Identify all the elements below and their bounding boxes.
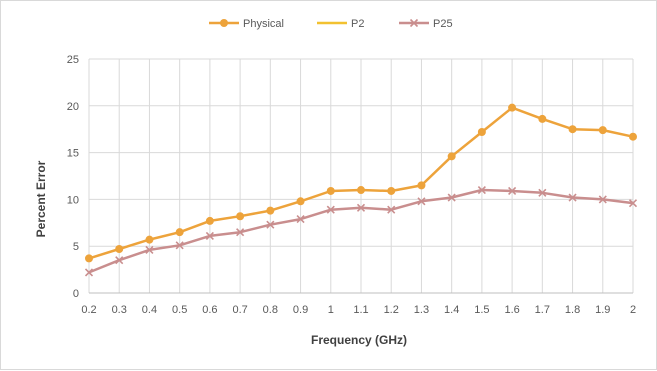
data-point-physical [266,206,275,215]
data-point-physical [477,128,486,137]
x-tick-label: 1.2 [384,304,399,316]
legend-label-physical: Physical [243,18,284,30]
data-point-p25 [477,185,486,195]
data-point-physical [205,216,214,225]
data-point-p25 [236,228,245,237]
x-tick-label: 1.3 [414,304,429,316]
data-point-p25 [296,214,305,224]
y-tick-label: 10 [67,194,79,206]
y-tick-label: 0 [73,288,79,300]
legend-marker-physical [220,19,228,27]
x-tick-label: 0.7 [232,304,247,316]
data-point-p25 [356,203,366,212]
data-point-p25 [115,256,124,265]
y-tick-label: 5 [73,241,79,253]
y-tick-label: 15 [67,148,79,160]
x-tick-label: 1.7 [535,304,550,316]
data-point-p25 [175,241,184,250]
grid [88,58,634,293]
data-point-physical [85,254,93,263]
x-tick-label: 1.6 [504,304,519,316]
data-point-physical [175,228,184,237]
x-tick-label: 1.1 [353,304,368,316]
legend: Physical P2 P25 [209,18,453,30]
data-point-p25 [84,268,94,277]
x-tick-label: 0.8 [263,304,278,316]
legend-item-p2: P2 [317,18,364,30]
x-tick-label: 0.9 [293,304,308,316]
data-point-physical [115,245,124,254]
x-tick-label: 1 [328,304,334,316]
data-point-physical [598,126,607,135]
y-axis-title: Percent Error [34,160,48,237]
axes: 0 5 10 15 20 25 0.2 0.3 0.4 0.5 0.6 0.7 0.8 0.9 1 1.1 1.… [67,54,636,316]
x-tick-label: 0.4 [142,304,157,316]
data-point-physical [145,235,154,244]
data-point-physical [447,152,456,161]
x-axis-title: Frequency (GHz) [311,333,407,347]
x-tick-label: 0.6 [202,304,217,316]
data-point-p25 [417,197,426,206]
data-point-physical [568,125,577,134]
data-point-physical [417,181,426,190]
x-tick-label: 1.9 [595,304,610,316]
legend-item-physical: Physical [209,18,284,30]
x-tick-label: 1.5 [474,304,489,316]
data-point-p25 [205,231,214,240]
series-layer [84,103,638,277]
data-point-p25 [598,195,607,204]
data-point-p25 [628,199,638,208]
data-point-p25 [326,205,335,214]
data-point-physical [508,103,517,112]
x-tick-label: 0.5 [172,304,187,316]
data-point-p25 [538,188,547,197]
data-point-physical [357,186,365,195]
data-point-physical [296,197,305,206]
data-point-p25 [508,186,517,196]
legend-label-p2: P2 [351,18,364,30]
x-tick-label: 2 [630,304,636,316]
data-point-physical [629,132,637,141]
data-point-p25 [266,220,275,229]
data-point-physical [236,212,245,221]
legend-marker-p25 [409,18,419,28]
data-point-p25 [568,193,577,202]
data-point-p25 [387,205,396,214]
y-tick-label: 25 [67,54,79,66]
legend-label-p25: P25 [433,18,453,30]
data-point-physical [387,186,396,195]
data-point-physical [538,114,547,123]
data-point-p25 [447,193,456,202]
data-point-physical [326,186,335,195]
x-tick-label: 0.2 [81,304,96,316]
x-tick-label: 1.8 [565,304,580,316]
x-tick-label: 1.4 [444,304,459,316]
legend-item-p25: P25 [399,18,453,30]
data-point-p25 [145,245,154,255]
y-tick-label: 20 [67,101,79,113]
x-tick-label: 0.3 [112,304,127,316]
